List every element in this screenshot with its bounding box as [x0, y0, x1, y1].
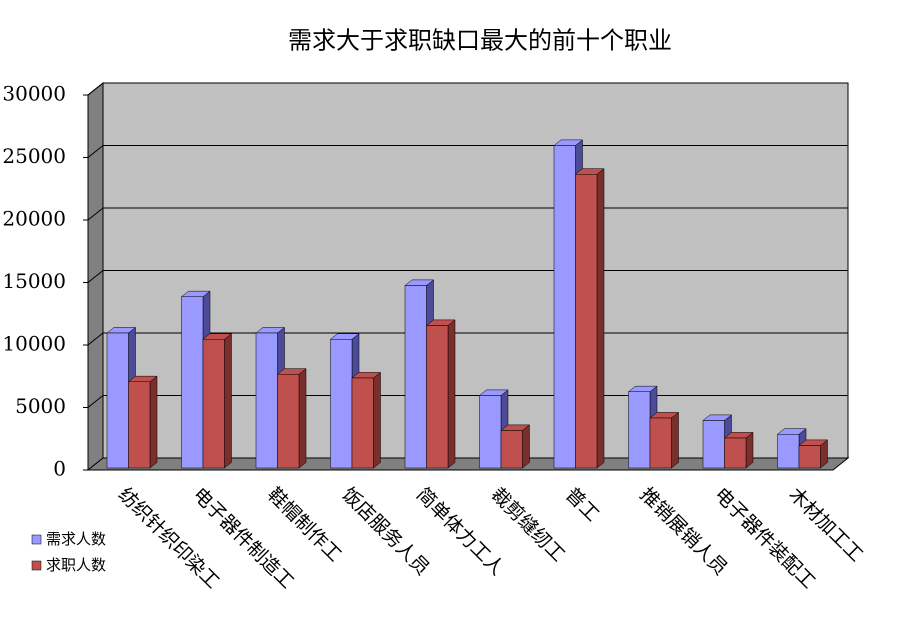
- bar: [649, 417, 672, 469]
- grid-line: [87, 145, 104, 158]
- bar: [724, 437, 747, 469]
- legend-label: 求职人数: [46, 556, 106, 574]
- bar: [255, 332, 278, 469]
- bar-side: [149, 375, 158, 469]
- bar: [426, 325, 449, 469]
- bar: [277, 374, 300, 469]
- y-tick-label: 10000: [2, 332, 66, 356]
- legend-swatch: [31, 560, 42, 571]
- bar-side: [745, 431, 754, 469]
- y-tick-label: 20000: [2, 207, 66, 231]
- bar: [575, 174, 598, 469]
- bar: [330, 339, 353, 469]
- grid-line: [87, 207, 104, 221]
- y-tick-label: 30000: [2, 82, 66, 106]
- bar: [351, 377, 374, 469]
- y-tick-label: 0: [53, 457, 66, 481]
- bar-side: [373, 371, 381, 469]
- bar: [628, 391, 651, 469]
- bar: [777, 434, 800, 469]
- bar-side: [596, 168, 605, 469]
- bar: [404, 285, 427, 469]
- legend-swatch: [31, 534, 42, 545]
- bar-side: [671, 411, 679, 469]
- y-tick-label: 25000: [2, 144, 66, 168]
- grid-line: [87, 395, 104, 408]
- y-tick-label: 5000: [15, 394, 66, 418]
- bar: [479, 395, 502, 469]
- bar: [500, 430, 523, 469]
- y-tick-label: 15000: [2, 269, 66, 293]
- bar: [128, 381, 151, 469]
- bar: [106, 332, 129, 469]
- bar: [202, 339, 225, 469]
- grid-line: [87, 270, 104, 283]
- x-tick-label: 普工: [561, 484, 603, 526]
- bar-side: [447, 319, 456, 469]
- chart-title: 需求大于求职缺口最大的前十个职业: [288, 27, 672, 55]
- bar: [181, 296, 204, 469]
- grid-line: [87, 332, 104, 346]
- bar: [798, 445, 821, 469]
- bar: [553, 145, 576, 469]
- legend-label: 需求人数: [46, 530, 106, 548]
- bar-side: [298, 368, 307, 469]
- grid-line: [87, 82, 104, 96]
- bar-side: [224, 333, 232, 469]
- bar-side: [522, 424, 530, 469]
- bar: [702, 420, 725, 469]
